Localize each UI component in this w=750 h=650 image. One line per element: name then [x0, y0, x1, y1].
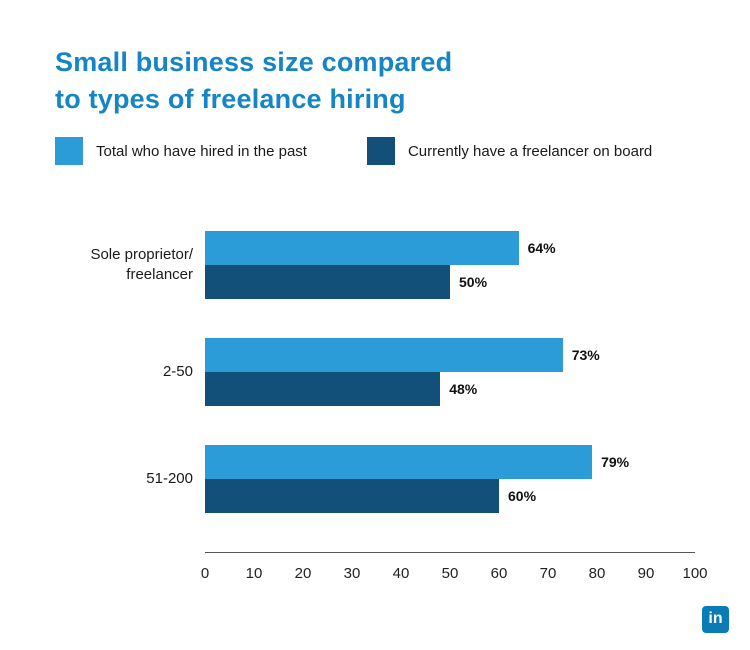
legend-item-current-freelancer: Currently have a freelancer on board — [366, 137, 653, 165]
legend-label: Currently have a freelancer on board — [407, 142, 653, 160]
x-axis-tick-label: 10 — [245, 565, 263, 582]
bar-group: 79% 60% — [205, 445, 695, 513]
bar-hired-past — [205, 231, 519, 265]
category-label: 2-50 — [162, 362, 193, 380]
bar-line: 50% — [205, 265, 695, 299]
legend-item-hired-past: Total who have hired in the past — [55, 137, 307, 165]
x-axis-tick-label: 30 — [343, 565, 361, 582]
axis-spacer — [55, 552, 205, 597]
bar-line: 64% — [205, 231, 695, 265]
bar-value-label: 79% — [601, 454, 630, 470]
x-axis-tick-label: 0 — [200, 565, 210, 582]
chart-row: 2-50 73% 48% — [55, 338, 695, 406]
x-axis-tick-label: 50 — [441, 565, 459, 582]
chart-title-line1: Small business size compared — [55, 47, 453, 78]
bar-hired-past — [205, 445, 593, 479]
bar-current-freelancer — [205, 265, 450, 299]
bar-value-label: 73% — [571, 347, 600, 363]
legend-label: Total who have hired in the past — [96, 142, 307, 160]
bar-chart: Sole proprietor/freelancer 64% 50% 2-50 73% 4… — [55, 231, 708, 597]
bar-current-freelancer — [205, 372, 441, 406]
x-axis: 0 10 20 30 40 50 60 70 80 90 100 — [55, 552, 708, 597]
x-axis-tick-label: 90 — [637, 565, 655, 582]
category-label: 51-200 — [146, 469, 193, 487]
legend-swatch-dark-blue — [366, 137, 395, 165]
linkedin-logo-icon: in — [702, 606, 729, 633]
axis-area: 0 10 20 30 40 50 60 70 80 90 100 — [201, 552, 708, 597]
x-axis-tick-label: 60 — [490, 565, 508, 582]
plot-rows: Sole proprietor/freelancer 64% 50% 2-50 73% 4… — [55, 231, 695, 513]
chart-title: Small business size compared to types of… — [55, 44, 452, 117]
category-label: Sole proprietor/freelancer — [90, 245, 193, 283]
x-axis-tick-label: 70 — [539, 565, 557, 582]
bar-group: 73% 48% — [205, 338, 695, 406]
chart-title-line2: to types of freelance hiring — [55, 83, 406, 114]
x-axis-tick-label: 40 — [392, 565, 410, 582]
bar-group: 64% 50% — [205, 231, 695, 299]
legend-swatch-light-blue — [55, 137, 83, 165]
bar-line: 48% — [205, 372, 695, 406]
bar-value-label: 48% — [449, 381, 478, 397]
bar-current-freelancer — [205, 479, 499, 513]
bar-value-label: 64% — [527, 240, 556, 256]
bar-value-label: 60% — [508, 488, 537, 504]
bar-line: 60% — [205, 479, 695, 513]
chart-row: 51-200 79% 60% — [55, 445, 695, 513]
x-axis-tick-label: 80 — [588, 565, 606, 582]
legend: Total who have hired in the past Current… — [55, 137, 652, 165]
chart-row: Sole proprietor/freelancer 64% 50% — [55, 231, 695, 299]
bar-hired-past — [205, 338, 563, 372]
bar-value-label: 50% — [459, 274, 488, 290]
bar-line: 79% — [205, 445, 695, 479]
x-axis-tick-label: 20 — [294, 565, 312, 582]
x-axis-tick-label: 100 — [682, 565, 708, 582]
bar-line: 73% — [205, 338, 695, 372]
